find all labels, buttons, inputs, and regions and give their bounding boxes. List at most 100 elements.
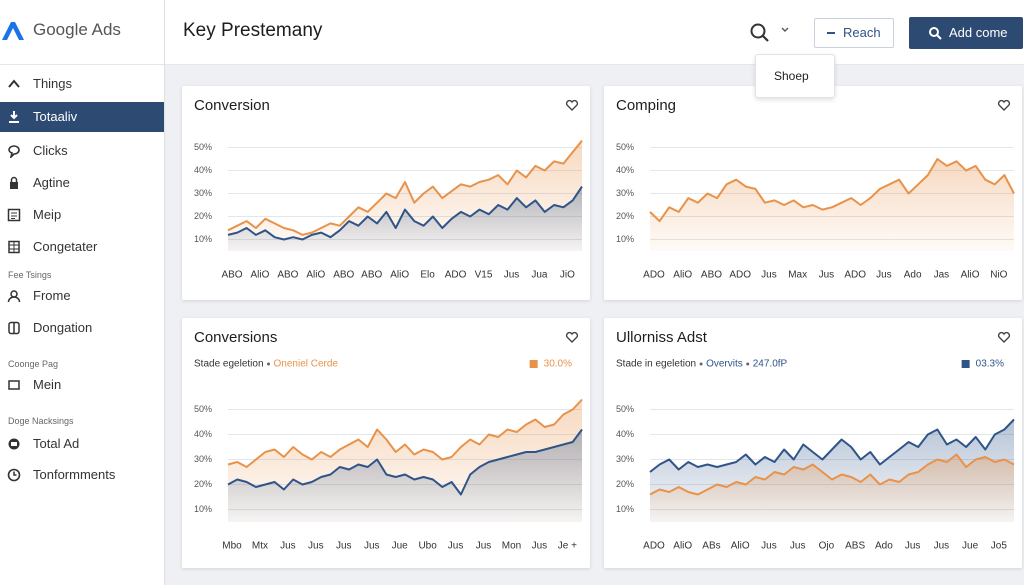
nav-item[interactable]: Totaaliv bbox=[0, 102, 164, 132]
x-tick-label: ABO bbox=[221, 270, 242, 281]
x-tick-label: Jus bbox=[761, 541, 777, 552]
y-tick-label: 10% bbox=[194, 234, 212, 244]
x-tick-label: Ojo bbox=[819, 541, 835, 552]
legend-badge-label: 30.0% bbox=[544, 359, 572, 370]
x-tick-label: Jus bbox=[280, 541, 296, 552]
x-tick-label: Jus bbox=[905, 541, 921, 552]
x-tick-label: Jue bbox=[392, 541, 409, 552]
favorite-icon bbox=[997, 331, 1011, 343]
x-tick-label: NiO bbox=[990, 270, 1007, 281]
x-tick-label: Jua bbox=[531, 270, 548, 281]
dropdown-menu[interactable]: Shoep bbox=[755, 54, 835, 98]
card-title: Comping bbox=[616, 97, 676, 114]
nav-item[interactable]: Agtine bbox=[0, 168, 164, 198]
nav-label: Things bbox=[33, 76, 73, 91]
nav-item[interactable]: Tonformments bbox=[0, 460, 164, 490]
x-tick-label: ABO bbox=[701, 270, 722, 281]
x-tick-label: AliO bbox=[673, 270, 692, 281]
nav-item[interactable]: Clicks bbox=[0, 136, 164, 166]
x-tick-label: ABO bbox=[277, 270, 298, 281]
nav-item[interactable]: Mein bbox=[0, 370, 164, 400]
x-tick-label: ABS bbox=[845, 541, 865, 552]
x-tick-label: Jus bbox=[364, 541, 380, 552]
x-tick-label: Je + bbox=[558, 541, 577, 552]
group-heading: Fee Tsings bbox=[8, 270, 52, 280]
y-tick-label: 30% bbox=[616, 188, 634, 198]
x-tick-label: AliO bbox=[250, 270, 269, 281]
add-button[interactable]: Add come bbox=[909, 17, 1023, 49]
y-tick-label: 10% bbox=[194, 504, 212, 514]
x-tick-label: Mtx bbox=[252, 541, 268, 552]
series-line bbox=[227, 428, 583, 496]
chart-subtitle: Stade in egeletion bbox=[616, 359, 696, 370]
x-tick-label: Jo5 bbox=[991, 541, 1008, 552]
nav-label: Clicks bbox=[33, 143, 68, 158]
dropdown-item[interactable]: Shoep bbox=[774, 69, 809, 83]
area-fill bbox=[228, 429, 582, 522]
area-fill bbox=[650, 454, 1014, 522]
legend-badge-label: 03.3% bbox=[976, 359, 1004, 370]
x-tick-label: Jus bbox=[819, 270, 835, 281]
x-tick-label: AliO bbox=[306, 270, 325, 281]
series-line bbox=[227, 186, 583, 241]
y-tick-label: 30% bbox=[194, 188, 212, 198]
nav-item[interactable]: Meip bbox=[0, 200, 164, 230]
x-tick-label: Jus bbox=[761, 270, 777, 281]
x-tick-label: Max bbox=[788, 270, 807, 281]
area-fill bbox=[650, 159, 1014, 251]
x-tick-label: AliO bbox=[961, 270, 980, 281]
x-tick-label: Mbo bbox=[222, 541, 242, 552]
x-tick-label: Ado bbox=[904, 270, 922, 281]
separator-dot bbox=[267, 362, 271, 366]
y-tick-label: 40% bbox=[194, 429, 212, 439]
x-tick-label: ADO bbox=[643, 270, 665, 281]
x-tick-label: ADO bbox=[844, 270, 866, 281]
x-tick-label: Jus bbox=[308, 541, 324, 552]
search-icon[interactable] bbox=[749, 22, 789, 44]
x-tick-label: ADO bbox=[445, 270, 467, 281]
x-tick-label: AliO bbox=[673, 541, 692, 552]
group-heading: Coonge Pag bbox=[8, 359, 59, 369]
x-tick-label: Mon bbox=[502, 541, 521, 552]
nav-label: Tonformments bbox=[33, 467, 116, 482]
page-title: Key Prestemany bbox=[183, 20, 323, 41]
x-tick-label: Jus bbox=[934, 541, 950, 552]
x-tick-label: Jus bbox=[336, 541, 352, 552]
nav-label: Agtine bbox=[33, 175, 70, 190]
nav-label: Congetater bbox=[33, 239, 98, 254]
area-fill bbox=[228, 186, 582, 251]
favorite-icon bbox=[565, 99, 579, 111]
nav-item[interactable]: Total Ad bbox=[0, 429, 164, 459]
reach-button[interactable]: Reach bbox=[814, 18, 894, 48]
nav-item[interactable]: Frome bbox=[0, 281, 164, 311]
x-tick-label: Jus bbox=[448, 541, 464, 552]
x-tick-label: AliO bbox=[390, 270, 409, 281]
group-heading: Doge Nacksings bbox=[8, 416, 74, 426]
separator-dot bbox=[699, 362, 703, 366]
x-tick-label: V15 bbox=[475, 270, 493, 281]
y-tick-label: 50% bbox=[194, 142, 212, 152]
legend-swatch bbox=[961, 360, 970, 368]
favorite-icon bbox=[997, 99, 1011, 111]
x-tick-label: Jus bbox=[476, 541, 492, 552]
button-label: Add come bbox=[949, 25, 1008, 40]
y-tick-label: 30% bbox=[194, 454, 212, 464]
y-tick-label: 40% bbox=[194, 165, 212, 175]
x-tick-label: ABs bbox=[702, 541, 720, 552]
subtitle-note: 247.0fP bbox=[753, 359, 788, 370]
x-tick-label: Jus bbox=[532, 541, 548, 552]
x-tick-label: ADO bbox=[729, 270, 751, 281]
x-tick-label: Jas bbox=[934, 270, 950, 281]
series-line bbox=[649, 453, 1015, 496]
series-line bbox=[227, 398, 583, 468]
logo: Google Ads bbox=[0, 0, 164, 65]
nav-item[interactable]: Things bbox=[0, 69, 164, 99]
nav-label: Total Ad bbox=[33, 436, 80, 451]
series-line bbox=[649, 158, 1015, 223]
nav-item[interactable]: Dongation bbox=[0, 313, 164, 343]
x-tick-label: Jus bbox=[504, 270, 520, 281]
nav-item[interactable]: Congetater bbox=[0, 232, 164, 262]
